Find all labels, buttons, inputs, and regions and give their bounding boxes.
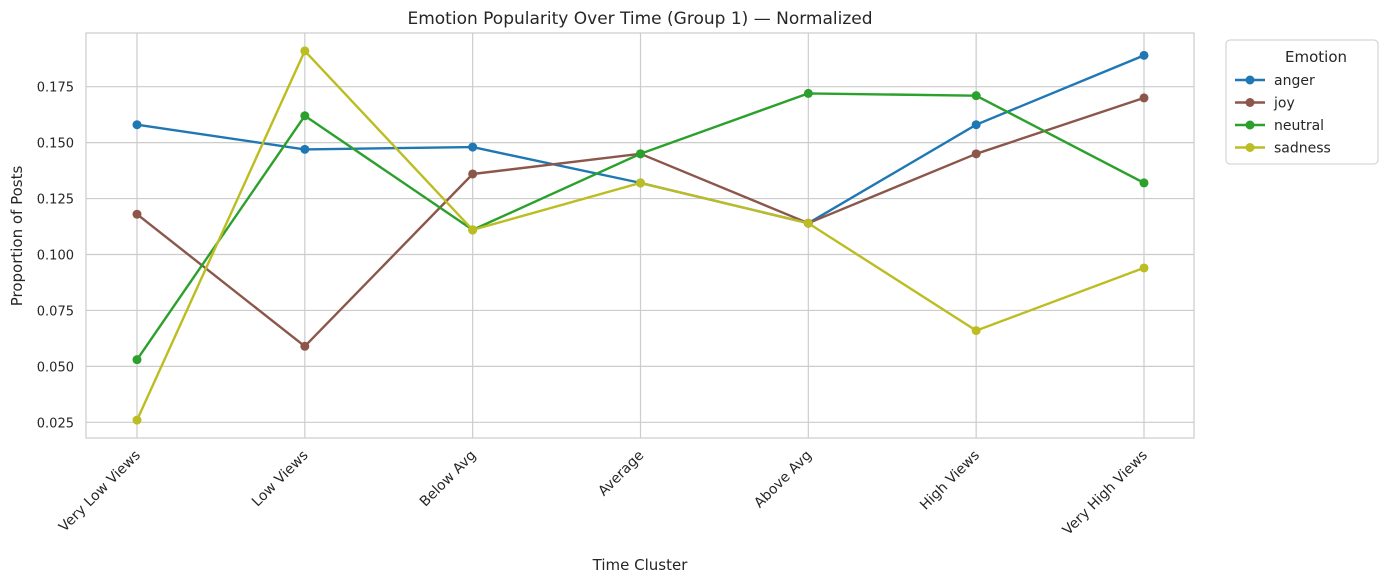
y-axis-label: Proportion of Posts (8, 166, 26, 307)
data-point-joy (971, 149, 981, 159)
y-tick-label: 0.100 (37, 249, 74, 264)
legend-item-anger: anger (1235, 73, 1315, 89)
y-tick-label: 0.050 (37, 360, 74, 375)
data-point-anger (971, 120, 981, 130)
y-tick-label: 0.150 (37, 137, 74, 152)
data-point-anger (300, 144, 310, 154)
x-tick-label: High Views (917, 448, 983, 514)
x-tick-label: Low Views (249, 448, 312, 511)
legend-item-neutral: neutral (1235, 118, 1324, 134)
y-tick-label: 0.025 (37, 416, 74, 431)
legend-frame (1225, 39, 1379, 165)
legend-label: neutral (1274, 118, 1324, 134)
y-tick-label: 0.175 (37, 81, 74, 96)
legend: Emotion anger joy neutral sadness (1225, 39, 1379, 165)
legend-swatch-marker (1245, 75, 1255, 85)
chart-title: Emotion Popularity Over Time (Group 1) —… (407, 9, 872, 29)
x-tick-label: Very High Views (1060, 448, 1151, 539)
y-tick-labels: 0.025 0.050 0.075 0.100 0.125 0.150 0.175 (37, 81, 74, 432)
data-point-neutral (132, 355, 142, 365)
data-point-neutral (971, 91, 981, 101)
data-point-sadness (636, 178, 645, 188)
series-lines (132, 46, 1149, 425)
x-tick-label: Above Avg (751, 448, 815, 512)
data-point-sadness (468, 225, 478, 235)
y-tick-label: 0.125 (37, 193, 74, 208)
grid (86, 33, 1194, 438)
data-point-joy (300, 341, 310, 351)
x-tick-label: Very Low Views (56, 448, 144, 536)
data-point-neutral (1139, 178, 1149, 188)
legend-item-sadness: sadness (1235, 141, 1331, 157)
data-point-anger (468, 142, 478, 152)
data-point-sadness (1139, 263, 1149, 273)
legend-swatch-marker (1245, 120, 1255, 130)
x-tick-label: Below Avg (417, 448, 480, 511)
data-point-joy (468, 169, 478, 179)
data-point-joy (132, 209, 142, 219)
legend-swatch-marker (1245, 98, 1255, 107)
legend-item-joy: joy (1235, 96, 1295, 112)
data-point-sadness (132, 415, 142, 425)
data-point-sadness (971, 326, 981, 336)
legend-label: anger (1274, 73, 1315, 89)
data-point-neutral (636, 149, 645, 159)
data-point-joy (1139, 93, 1149, 103)
plot-frame (85, 32, 1195, 439)
x-tick-label: Average (595, 448, 647, 500)
legend-label: joy (1273, 96, 1295, 112)
y-tick-label: 0.075 (37, 304, 74, 319)
legend-title: Emotion (1285, 48, 1347, 66)
data-point-sadness (803, 218, 813, 228)
data-point-sadness (300, 46, 310, 56)
legend-label: sadness (1274, 141, 1331, 157)
data-point-anger (1139, 50, 1149, 60)
data-point-anger (132, 120, 142, 130)
data-point-neutral (300, 111, 310, 121)
x-tick-labels: Very Low Views Low Views Below Avg Average A… (56, 448, 1151, 539)
legend-swatch-marker (1245, 143, 1255, 152)
data-point-neutral (803, 88, 813, 98)
x-axis-label: Time Cluster (592, 556, 689, 574)
